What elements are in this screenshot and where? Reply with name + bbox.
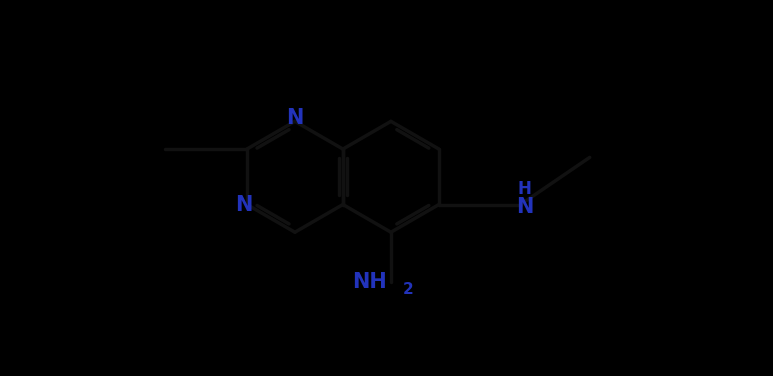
Text: N: N: [516, 197, 533, 217]
Text: H: H: [517, 180, 531, 198]
Text: NH: NH: [352, 272, 386, 292]
Text: N: N: [235, 194, 253, 215]
Text: 2: 2: [403, 282, 414, 297]
Text: N: N: [286, 108, 304, 128]
